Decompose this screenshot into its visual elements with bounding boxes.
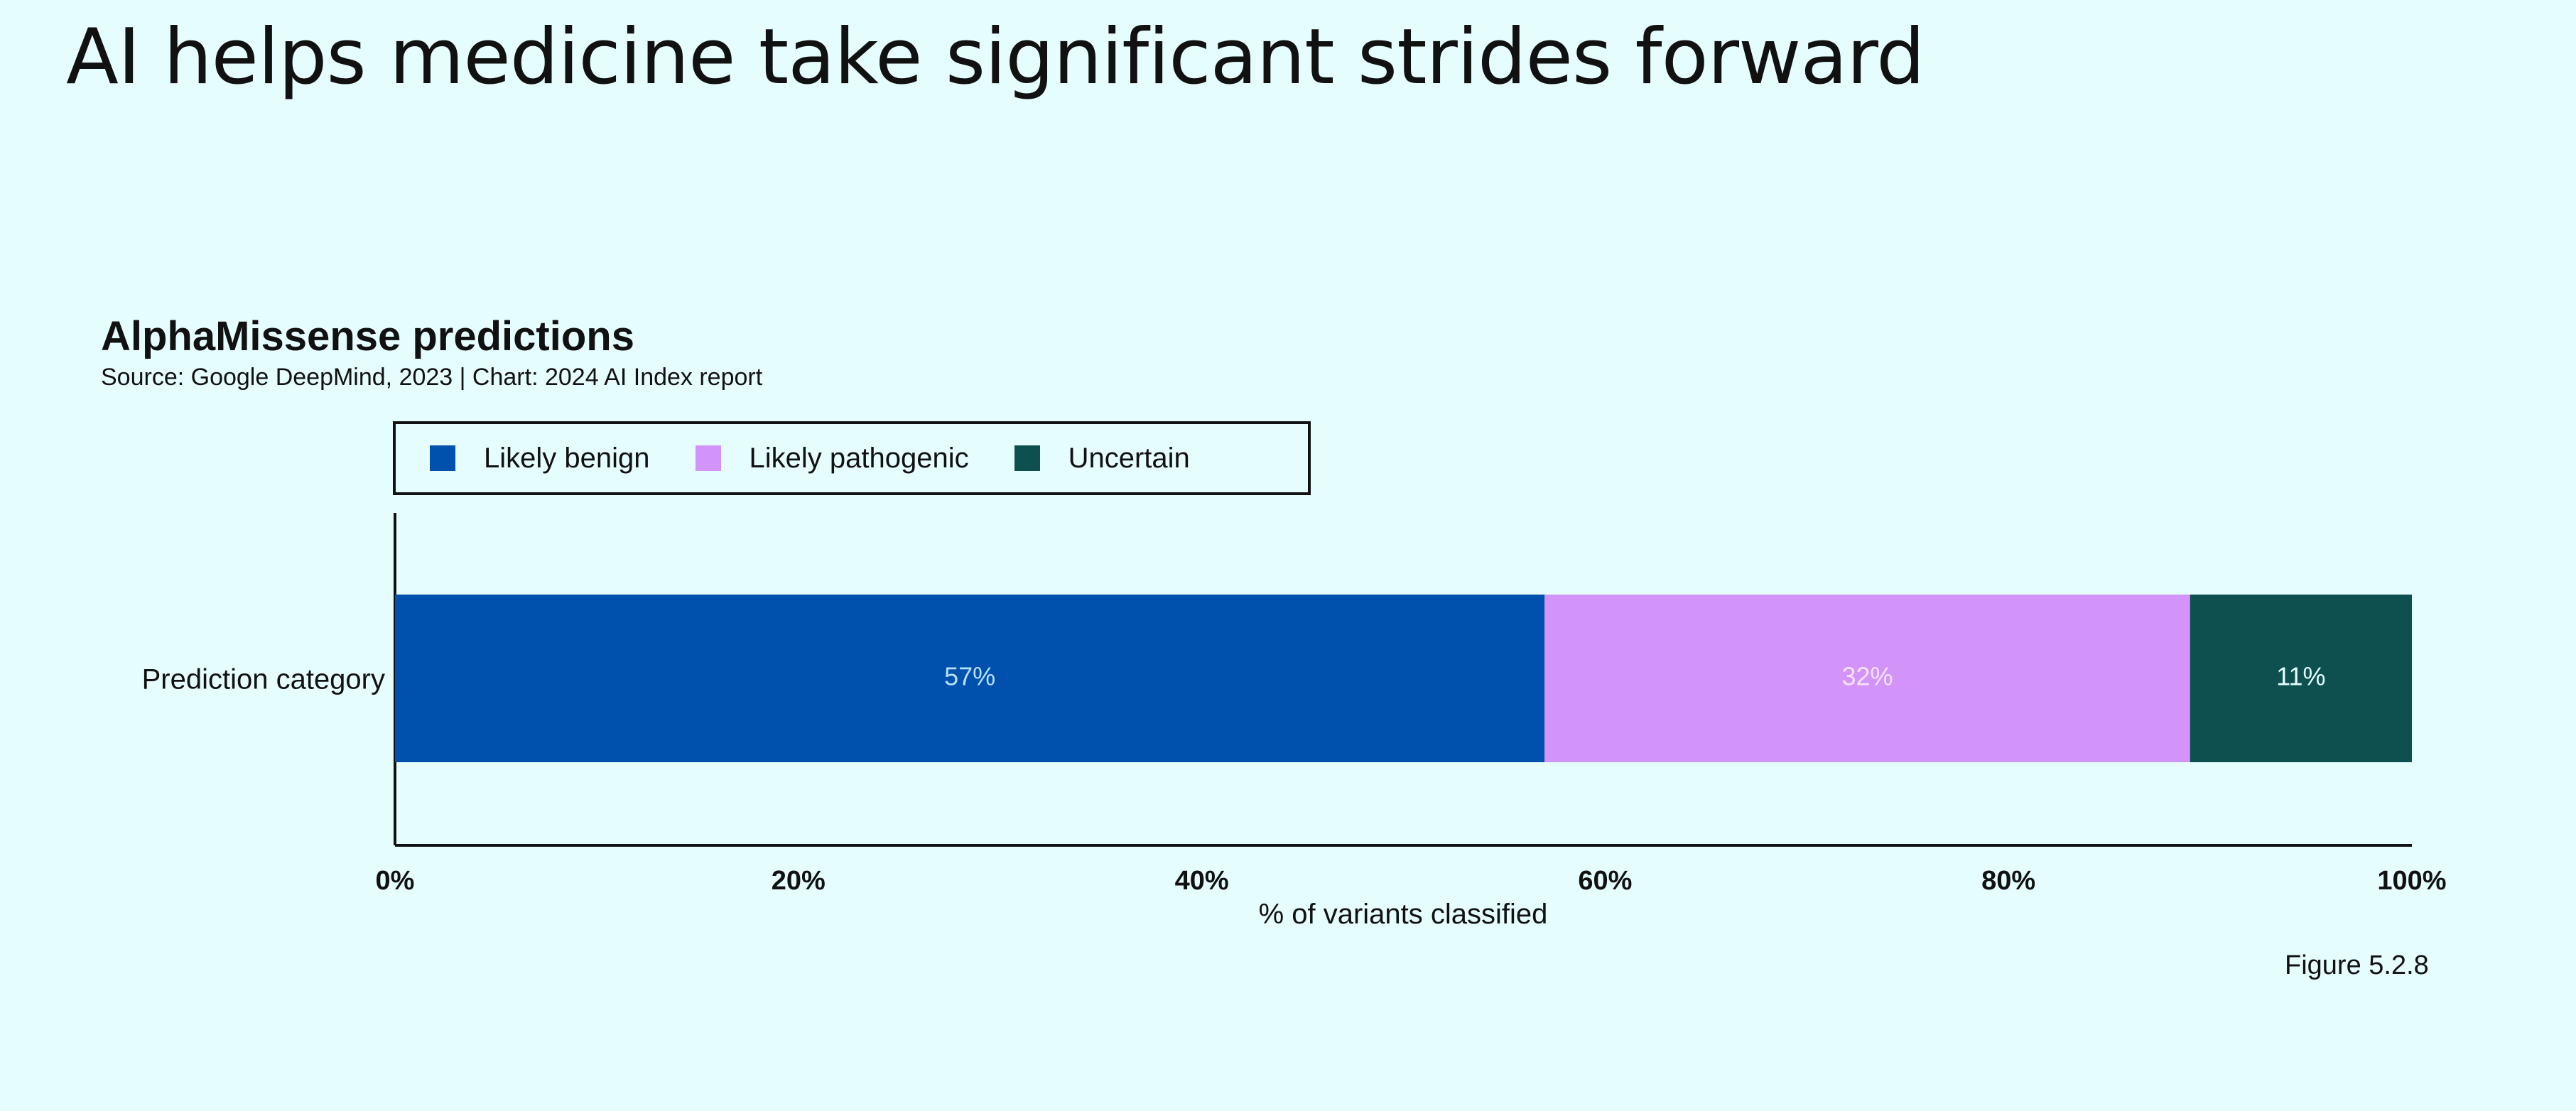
x-tick-label-60: 60% [1578, 866, 1632, 896]
legend-label-likely-benign: Likely benign [484, 442, 650, 474]
x-axis-label: % of variants classified [1259, 899, 1548, 930]
bar-value-label-likely-pathogenic: 32% [1841, 662, 1893, 691]
legend-swatch-likely-benign [430, 445, 455, 471]
bar-segments: 57% 32% 11% [395, 595, 2412, 762]
x-tick-labels: 0% 20% 40% 60% 80% 100% [376, 866, 2447, 896]
x-tick-label-100: 100% [2377, 866, 2446, 896]
bar-segment-likely-pathogenic [1544, 595, 2190, 762]
bar-segment-likely-benign [395, 595, 1545, 762]
x-tick-label-0: 0% [376, 866, 415, 896]
bar-segment-uncertain [2190, 595, 2412, 762]
legend-item-uncertain: Uncertain [1014, 443, 1190, 475]
legend-swatch-uncertain [1014, 445, 1040, 471]
legend-label-likely-pathogenic: Likely pathogenic [749, 442, 969, 474]
chart-legend: Likely benign Likely pathogenic Uncertai… [393, 421, 1311, 495]
category-label: Prediction category [142, 664, 385, 695]
slide-title: AI helps medicine take significant strid… [66, 13, 1925, 102]
x-tick-label-80: 80% [1981, 866, 2035, 896]
x-tick-label-20: 20% [772, 866, 826, 896]
legend-item-likely-benign: Likely benign [430, 443, 650, 475]
figure-label: Figure 5.2.8 [2285, 950, 2429, 980]
legend-item-likely-pathogenic: Likely pathogenic [695, 442, 969, 475]
chart-source: Source: Google DeepMind, 2023 | Chart: 2… [101, 364, 763, 391]
chart-title: AlphaMissense predictions [101, 313, 634, 359]
legend-label-uncertain: Uncertain [1068, 442, 1190, 474]
legend-swatch-likely-pathogenic [695, 445, 721, 471]
bar-value-label-likely-benign: 57% [944, 662, 995, 691]
x-tick-label-40: 40% [1175, 866, 1229, 896]
bar-value-label-uncertain: 11% [2276, 662, 2325, 691]
